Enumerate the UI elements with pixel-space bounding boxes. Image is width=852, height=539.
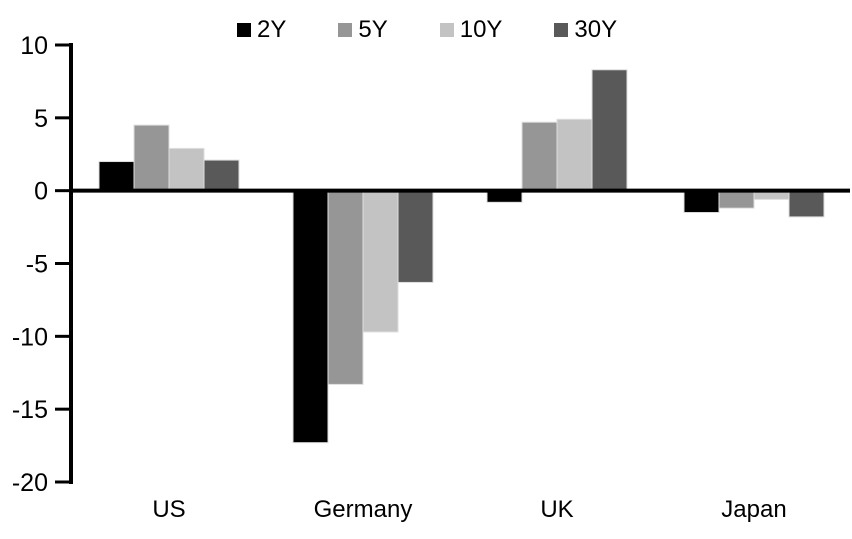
bar-uk-30y <box>591 69 628 192</box>
category-label-germany: Germany <box>314 496 413 523</box>
bar-us-30y <box>203 159 240 192</box>
bar-us-2y <box>98 161 135 192</box>
category-label-uk: UK <box>540 496 573 523</box>
legend-swatch-icon <box>338 23 353 37</box>
bar-japan-30y <box>788 190 825 218</box>
bar-japan-2y <box>683 190 720 214</box>
y-tick-label: -15 <box>12 396 48 424</box>
y-tick-label: 10 <box>20 32 48 60</box>
y-tick-label: 5 <box>34 105 48 133</box>
bar-us-10y <box>168 147 205 192</box>
bar-uk-5y <box>521 121 558 192</box>
legend-item-10y: 10Y <box>439 16 503 43</box>
legend-label: 30Y <box>574 16 618 43</box>
bar-germany-5y <box>327 190 364 385</box>
legend-swatch-icon <box>554 23 569 37</box>
legend-item-2y: 2Y <box>237 18 286 42</box>
legend-item-5y: 5Y <box>338 16 388 43</box>
legend-label: 5Y <box>358 16 388 43</box>
y-tick-label: -10 <box>12 323 48 351</box>
category-label-japan: Japan <box>721 496 786 523</box>
bar-japan-5y <box>718 190 755 209</box>
legend-item-30y: 30Y <box>554 18 617 42</box>
chart-legend: 2Y 5Y 10Y 30Y <box>237 17 617 43</box>
bar-germany-2y <box>292 190 329 444</box>
bar-uk-10y <box>556 118 593 192</box>
y-tick-label: -20 <box>12 469 48 497</box>
bar-germany-30y <box>397 190 434 283</box>
y-tick-label: -5 <box>26 251 48 279</box>
bar-germany-10y <box>362 190 399 333</box>
legend-label: 10Y <box>459 16 503 43</box>
legend-swatch-icon <box>439 23 454 37</box>
y-tick-label: 0 <box>34 178 48 206</box>
legend-label: 2Y <box>257 16 287 43</box>
category-label-us: US <box>152 496 185 523</box>
legend-swatch-icon <box>237 23 251 37</box>
bar-us-5y <box>133 124 170 192</box>
